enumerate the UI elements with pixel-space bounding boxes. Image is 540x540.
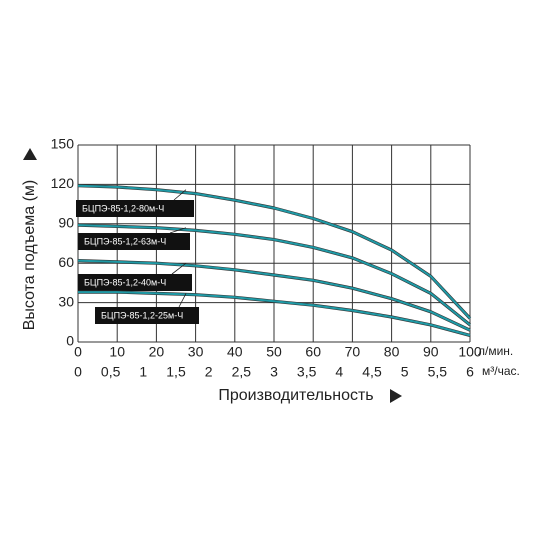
x-tick-label: 100 (458, 344, 482, 360)
x2-tick-label: 0,5 (101, 364, 121, 380)
y-tick-label: 0 (66, 333, 74, 349)
y-tick-label: 150 (51, 136, 75, 152)
x-axis-title: Производительность (218, 387, 373, 404)
x2-tick-label: 3,5 (297, 364, 317, 380)
x2-tick-label: 4 (335, 364, 343, 380)
legend-box (78, 233, 190, 250)
leader-line (169, 227, 187, 234)
leader-line (178, 293, 187, 308)
x-tick-label: 80 (384, 344, 400, 360)
x2-tick-label: 3 (270, 364, 278, 380)
x2-tick-label: 1 (139, 364, 147, 380)
x2-tick-label: 5 (401, 364, 409, 380)
legend-box (78, 274, 192, 291)
x-tick-label: 50 (266, 344, 282, 360)
x-tick-label: 60 (305, 344, 321, 360)
x-tick-label: 70 (345, 344, 361, 360)
x-tick-label: 10 (109, 344, 125, 360)
y-tick-label: 30 (58, 293, 74, 309)
y-tick-label: 90 (58, 215, 74, 231)
leader-line (173, 189, 187, 201)
x2-tick-label: 6 (466, 364, 474, 380)
leader-line (171, 262, 187, 275)
legend-label: БЦПЭ-85-1,2-40м-Ч (84, 277, 166, 287)
y-tick-label: 120 (51, 175, 75, 191)
x-arrow (390, 389, 402, 403)
curve (77, 224, 471, 326)
x-tick-label: 20 (149, 344, 165, 360)
x-tick-label: 40 (227, 344, 243, 360)
x2-tick-label: 0 (74, 364, 82, 380)
y-arrow (23, 148, 37, 160)
curve (78, 291, 471, 337)
legend-box (95, 307, 199, 324)
legend-box (76, 200, 194, 217)
x-tick-label: 30 (188, 344, 204, 360)
x-tick-label: 90 (423, 344, 439, 360)
legend-label: БЦПЭ-85-1,2-63м-Ч (84, 236, 166, 246)
x2-tick-label: 5,5 (428, 364, 448, 380)
curve (77, 184, 471, 320)
legend-label: БЦПЭ-85-1,2-25м-Ч (101, 310, 183, 320)
x2-tick-label: 1,5 (166, 364, 186, 380)
x2-unit: м³/час. (482, 364, 520, 378)
legend-label: БЦПЭ-85-1,2-80м-Ч (82, 203, 164, 213)
x2-tick-label: 2 (205, 364, 213, 380)
x-unit: л/мин. (478, 344, 513, 358)
y-axis-title: Высота подъема (м) (21, 180, 38, 330)
x2-tick-label: 2,5 (232, 364, 252, 380)
curve (77, 259, 471, 332)
x2-tick-label: 4,5 (362, 364, 382, 380)
y-tick-label: 60 (58, 254, 74, 270)
x-tick-label: 0 (74, 344, 82, 360)
